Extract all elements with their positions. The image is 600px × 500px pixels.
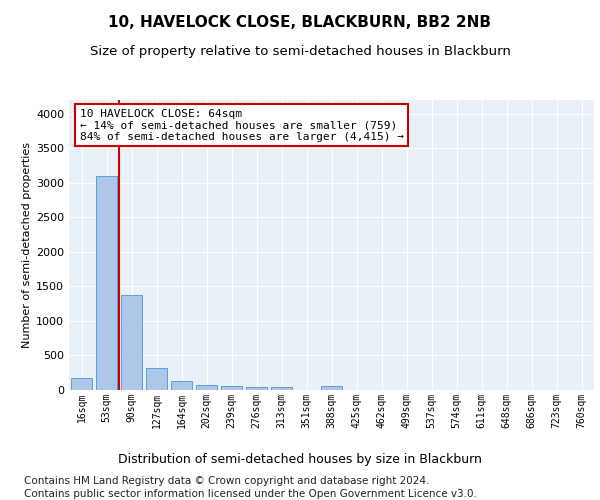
Text: 10 HAVELOCK CLOSE: 64sqm
← 14% of semi-detached houses are smaller (759)
84% of : 10 HAVELOCK CLOSE: 64sqm ← 14% of semi-d… [79, 108, 404, 142]
Text: Contains HM Land Registry data © Crown copyright and database right 2024.: Contains HM Land Registry data © Crown c… [24, 476, 430, 486]
Bar [96, 176, 117, 390]
Text: 10, HAVELOCK CLOSE, BLACKBURN, BB2 2NB: 10, HAVELOCK CLOSE, BLACKBURN, BB2 2NB [109, 15, 491, 30]
Text: Distribution of semi-detached houses by size in Blackburn: Distribution of semi-detached houses by … [118, 452, 482, 466]
Bar [246, 387, 267, 390]
Y-axis label: Number of semi-detached properties: Number of semi-detached properties [22, 142, 32, 348]
Text: Size of property relative to semi-detached houses in Blackburn: Size of property relative to semi-detach… [89, 45, 511, 58]
Bar [171, 381, 192, 390]
Bar [271, 387, 292, 390]
Bar [146, 368, 167, 390]
Bar [321, 386, 342, 390]
Text: Contains public sector information licensed under the Open Government Licence v3: Contains public sector information licen… [24, 489, 477, 499]
Bar [196, 385, 217, 390]
Bar [121, 294, 142, 390]
Bar [71, 378, 92, 390]
Bar [221, 386, 242, 390]
